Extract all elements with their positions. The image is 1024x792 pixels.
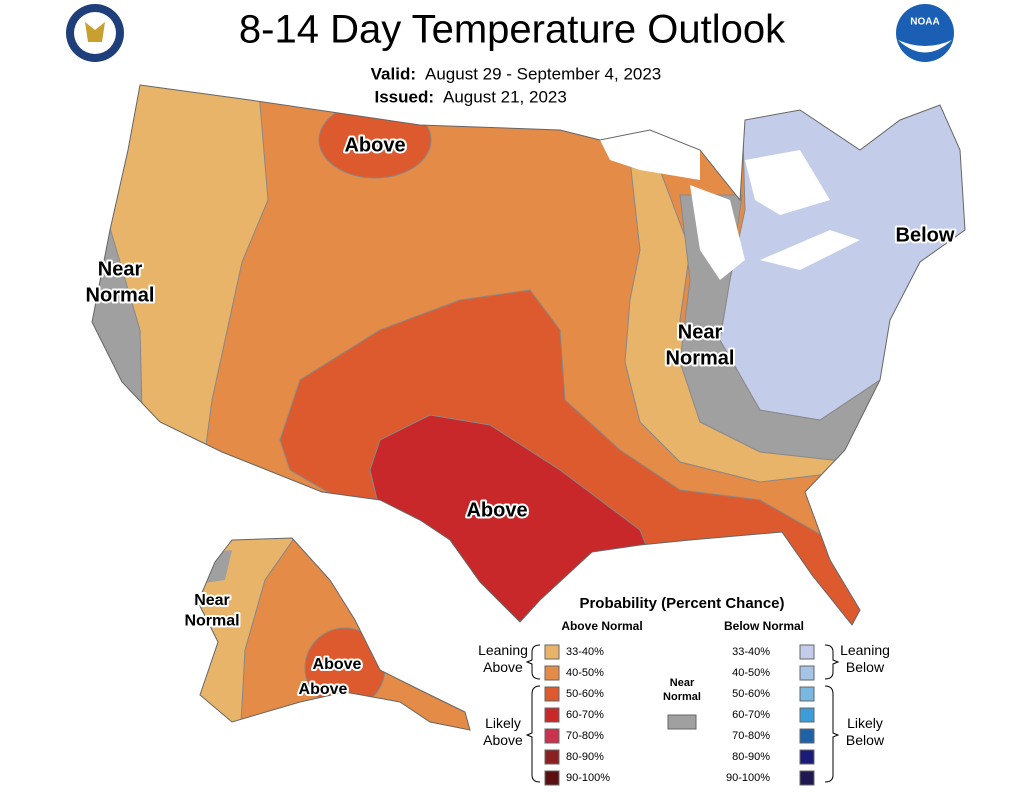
legend-label: 90-100%: [566, 772, 610, 784]
map-label: Near: [194, 592, 230, 609]
legend-swatch: [544, 644, 560, 660]
legend-label: 50-60%: [732, 688, 770, 700]
alaska-outline: [197, 537, 471, 731]
legend-label: 70-80%: [732, 730, 770, 742]
map-label: Normal: [86, 284, 155, 306]
map-label: Normal: [184, 613, 239, 630]
legend-group: Below: [846, 732, 885, 748]
issued-date: August 21, 2023: [443, 87, 567, 106]
legend-swatch: [544, 665, 560, 681]
legend-label: 80-90%: [732, 751, 770, 763]
conus-outline: [91, 84, 966, 626]
alaska: [198, 538, 470, 730]
map-label: Normal: [666, 347, 735, 369]
legend-brace: [525, 685, 541, 783]
lake: [760, 230, 860, 270]
legend-brace: [824, 685, 840, 783]
legend-label: 80-90%: [566, 751, 604, 763]
valid-dates: August 29 - September 4, 2023: [425, 64, 661, 83]
legend-swatch: [799, 707, 815, 723]
legend-heading: Near: [670, 677, 695, 689]
map-label: Above: [313, 656, 362, 673]
logo-commerce: [66, 4, 124, 62]
legend-swatch: [799, 749, 815, 765]
legend-heading: Below Normal: [724, 619, 804, 633]
legend-swatch: [667, 714, 697, 730]
legend-label: 60-70%: [566, 709, 604, 721]
legend-label: 70-80%: [566, 730, 604, 742]
map-label: Above: [466, 499, 527, 521]
legend-group: Below: [846, 659, 885, 675]
legend-heading: Normal: [663, 691, 701, 703]
legend-swatch: [544, 686, 560, 702]
legend-brace: [525, 644, 541, 680]
legend-brace: [824, 644, 840, 680]
legend-swatch: [799, 665, 815, 681]
legend-swatch: [799, 686, 815, 702]
legend-label: 33-40%: [566, 646, 604, 658]
legend-group: Likely: [847, 715, 883, 731]
legend-swatch: [544, 749, 560, 765]
legend-label: 40-50%: [566, 667, 604, 679]
legend-swatch: [799, 770, 815, 786]
legend-group: Leaning: [840, 642, 890, 658]
labels: Above Near Normal Near Normal Below Above Near N…: [84, 132, 957, 786]
issued-label: Issued:: [374, 87, 434, 106]
legend-label: 60-70%: [732, 709, 770, 721]
logo-noaa: NOAA: [896, 4, 954, 62]
title: 8-14 Day Temperature Outlook: [239, 8, 786, 52]
lake: [745, 150, 830, 215]
legend-label: 40-50%: [732, 667, 770, 679]
legend-swatch: [799, 644, 815, 660]
legend-swatch: [544, 707, 560, 723]
lake: [690, 185, 745, 280]
legend-group: Above: [483, 732, 523, 748]
legend-label: 50-60%: [566, 688, 604, 700]
map-label: Above: [344, 134, 405, 156]
legend-group: Above: [483, 659, 523, 675]
legend-swatch: [544, 728, 560, 744]
legend-heading: Above Normal: [561, 619, 642, 633]
logo-text: NOAA: [910, 17, 939, 28]
map-label: Near: [678, 321, 723, 343]
zone-below-33-40: [719, 89, 965, 421]
map-label: Near: [98, 258, 143, 280]
lake: [600, 130, 700, 180]
map-label: Below: [896, 224, 955, 246]
legend-label: 90-100%: [726, 772, 770, 784]
legend-group: Leaning: [478, 642, 528, 658]
zone-33-40: [198, 538, 301, 730]
legend-group: Likely: [485, 715, 521, 731]
legend-swatch: [799, 728, 815, 744]
valid-label: Valid:: [371, 64, 416, 83]
legend-swatch: [544, 770, 560, 786]
legend-label: 33-40%: [732, 646, 770, 658]
map-label: Above: [299, 681, 348, 698]
legend-title: Probability (Percent Chance): [579, 595, 784, 612]
